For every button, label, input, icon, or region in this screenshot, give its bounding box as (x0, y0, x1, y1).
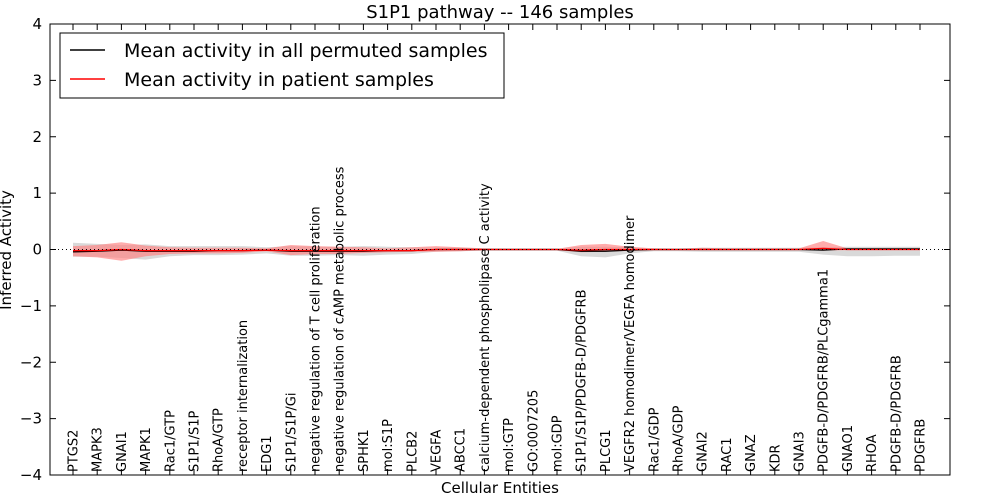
legend-label-permuted: Mean activity in all permuted samples (124, 40, 487, 62)
band-1 (73, 241, 920, 261)
category-label: S1P1/S1P/Gi (284, 393, 299, 472)
plot-frame (49, 23, 951, 476)
category-label: RhoA/GDP (672, 405, 687, 472)
category-label: GNAZ (744, 434, 759, 472)
y-tick-label: −1 (20, 297, 42, 315)
category-label: PTGS2 (67, 430, 82, 472)
legend: Mean activity in all permuted samples Me… (59, 32, 505, 99)
lines-layer (50, 247, 950, 253)
category-label: VEGFA (430, 430, 445, 472)
category-label: GNAI2 (696, 431, 711, 472)
category-label: GO:0007205 (526, 390, 541, 472)
category-label: RhoA/GTP (212, 408, 227, 472)
y-tick-label: 1 (32, 184, 42, 202)
category-label: PDGFB-D/PDGFRB (889, 355, 904, 472)
y-tick-label: −3 (20, 410, 42, 428)
category-label: MAPK3 (91, 427, 106, 472)
category-label: PLCB2 (405, 431, 420, 472)
y-tick-label: −4 (20, 466, 42, 484)
category-label: negative regulation of T cell proliferat… (309, 206, 324, 472)
category-label: PLCG1 (599, 429, 614, 472)
category-label: Rac1/GTP (163, 410, 178, 472)
category-label: receptor internalization (236, 320, 251, 472)
category-label: mol:GTP (502, 418, 517, 472)
category-label: mol:GDP (551, 415, 566, 472)
y-tick-label: −2 (20, 353, 42, 371)
category-label: negative regulation of cAMP metabolic pr… (333, 166, 348, 472)
y-axis-label: Inferred Activity (0, 190, 15, 310)
category-label: calcium-dependent phospholipase C activi… (478, 183, 493, 472)
ticks-layer: −4 −3 −2 −1 0 1 2 3 4 (20, 15, 950, 484)
x-axis-label: Cellular Entities (441, 479, 559, 497)
category-label: S1P1/S1P/PDGFB-D/PDGFRB (575, 289, 590, 472)
category-label: Rac1/GDP (647, 407, 662, 472)
category-label: VEGFR2 homodimer/VEGFA homodimer (623, 215, 638, 472)
category-label: RAC1 (720, 437, 735, 472)
category-label: GNAI1 (115, 431, 130, 472)
category-label: GNAO1 (841, 425, 856, 472)
bands-layer (73, 241, 920, 261)
category-label: PDGFRB (914, 419, 929, 472)
category-label: PDGFB-D/PDGFRB/PLCgamma1 (817, 269, 832, 472)
category-label: EDG1 (260, 435, 275, 472)
legend-box (59, 32, 505, 99)
category-labels: PTGS2 MAPK3 GNAI1 MAPK1 Rac1/GTP S1P1/S1P RhoA… (67, 166, 929, 472)
y-tick-label: 3 (32, 71, 42, 89)
y-tick-label: 2 (32, 128, 42, 146)
y-tick-label: 4 (32, 15, 42, 33)
legend-label-patient: Mean activity in patient samples (124, 69, 434, 91)
chart-title: S1P1 pathway -- 146 samples (366, 2, 634, 23)
category-label: SPHK1 (357, 429, 372, 472)
category-label: MAPK1 (139, 427, 154, 472)
category-label: mol:S1P (381, 419, 396, 472)
category-label: KDR (768, 444, 783, 472)
category-label: RHOA (865, 434, 880, 472)
category-label: GNAI3 (793, 431, 808, 472)
category-label: ABCC1 (454, 428, 469, 472)
y-tick-label: 0 (32, 241, 42, 259)
category-label: S1P1/S1P (188, 410, 203, 472)
